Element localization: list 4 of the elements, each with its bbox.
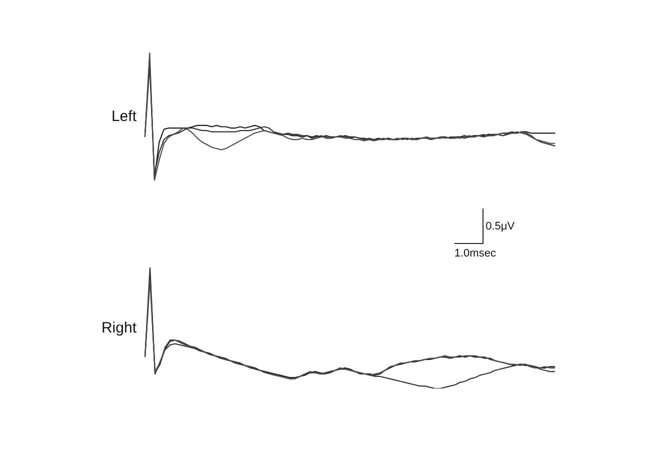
y-axis-title: Left xyxy=(111,108,138,125)
text: 0.5μV xyxy=(486,220,516,232)
y-axis-title: Right xyxy=(101,320,138,336)
text: 1.0msec xyxy=(454,248,496,260)
